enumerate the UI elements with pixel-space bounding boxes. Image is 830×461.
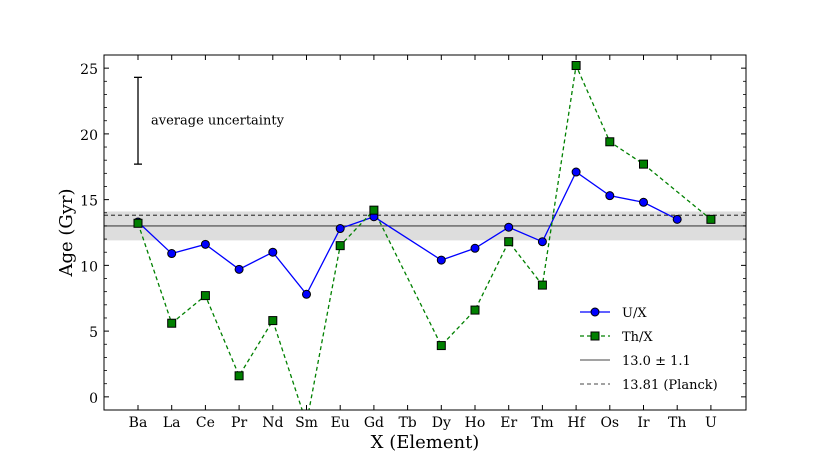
series-1-point-Hf bbox=[571, 61, 581, 71]
x-tick-label: Ir bbox=[637, 415, 650, 431]
x-tick-label: Tb bbox=[398, 415, 416, 431]
series-0-point-Dy bbox=[436, 255, 446, 265]
series-1-point-Dy bbox=[436, 341, 446, 351]
y-tick-label: 10 bbox=[80, 259, 98, 275]
series-1-point-Tm bbox=[537, 280, 547, 290]
legend-series-1: Th/X bbox=[580, 330, 653, 345]
legend-label: U/X bbox=[622, 306, 647, 321]
x-tick-label: Th bbox=[668, 415, 686, 431]
x-tick-label: Ce bbox=[196, 415, 215, 431]
series-0-point-Pr bbox=[234, 264, 244, 274]
series-1-point-Ho bbox=[470, 305, 480, 315]
reference-lines-layer bbox=[104, 214, 746, 227]
x-tick-label: Ho bbox=[465, 415, 486, 431]
series-1-point-Gd bbox=[369, 205, 379, 215]
uncertainty-label: average uncertainty bbox=[151, 114, 285, 129]
series-1-point-La bbox=[167, 318, 177, 328]
series-line-1 bbox=[137, 63, 712, 410]
axes-layer: Ba La Ce Pr Nd Sm Eu Gd Tb Dy Ho Er Tm Hf Os Ir Th U 0 5 10 1… bbox=[56, 54, 747, 453]
series-0-point-Eu bbox=[335, 224, 345, 234]
series-1-point-Er bbox=[504, 237, 514, 247]
x-tick-label: Nd bbox=[262, 415, 283, 431]
legend-ref-0: 13.0 ± 1.1 bbox=[580, 354, 691, 369]
y-tick-label: 0 bbox=[89, 391, 98, 407]
series-layer bbox=[133, 61, 716, 410]
series-0-point-Ho bbox=[470, 243, 480, 253]
x-tick-label: Eu bbox=[331, 415, 350, 431]
series-1-point-Ce bbox=[200, 291, 210, 301]
legend-label: 13.0 ± 1.1 bbox=[622, 354, 691, 369]
legend-ref-1: 13.81 (Planck) bbox=[580, 378, 718, 393]
series-0-point-Tm bbox=[537, 237, 547, 247]
y-axis-title: Age (Gyr) bbox=[56, 188, 77, 277]
legend-label: 13.81 (Planck) bbox=[622, 378, 718, 393]
x-tick-label: Pr bbox=[231, 415, 247, 431]
series-1-point-U bbox=[706, 214, 716, 224]
series-0-point-Os bbox=[605, 191, 615, 201]
legend-label: Th/X bbox=[622, 330, 653, 345]
x-tick-label: Er bbox=[500, 415, 517, 431]
series-0-point-La bbox=[167, 249, 177, 259]
y-tick-label: 25 bbox=[80, 62, 98, 78]
y-tick-label: 20 bbox=[80, 128, 98, 144]
legend-swatch-marker bbox=[590, 331, 600, 341]
legend-swatch-marker bbox=[590, 307, 600, 317]
x-tick-label: Hf bbox=[567, 415, 586, 431]
series-0-point-Hf bbox=[571, 167, 581, 177]
x-tick-label: Tm bbox=[531, 415, 554, 431]
series-1-point-Ba bbox=[133, 218, 143, 228]
series-1-point-Os bbox=[605, 137, 615, 147]
series-1-point-Nd bbox=[268, 316, 278, 326]
x-tick-label: Gd bbox=[364, 415, 384, 431]
series-0-point-Sm bbox=[302, 289, 311, 299]
series-1-point-Pr bbox=[234, 371, 244, 381]
series-0-point-Er bbox=[504, 222, 514, 232]
x-tick-label: U bbox=[705, 415, 717, 431]
series-1-point-Eu bbox=[335, 241, 345, 251]
series-0-point-Ir bbox=[639, 197, 648, 207]
x-tick-label: Ba bbox=[129, 415, 148, 431]
series-1-point-Ir bbox=[639, 159, 648, 169]
x-tick-label: Sm bbox=[295, 415, 318, 431]
annotation-layer: average uncertainty bbox=[134, 76, 285, 165]
y-tick-label: 5 bbox=[89, 325, 98, 341]
x-axis-title: X (Element) bbox=[371, 432, 480, 453]
series-line-0 bbox=[137, 171, 678, 296]
x-tick-label: La bbox=[163, 415, 181, 431]
legend: U/X Th/X 13.0 ± 1.1 13.81 (Planck) bbox=[580, 306, 718, 393]
y-tick-label: 15 bbox=[80, 194, 98, 210]
plot-frame bbox=[103, 54, 747, 411]
x-tick-label: Dy bbox=[432, 415, 451, 431]
x-tick-label: Os bbox=[600, 415, 619, 431]
series-0-point-Nd bbox=[268, 247, 278, 257]
legend-series-0: U/X bbox=[580, 306, 647, 321]
series-0-point-Th bbox=[672, 214, 682, 224]
series-0-point-Ce bbox=[200, 239, 210, 249]
